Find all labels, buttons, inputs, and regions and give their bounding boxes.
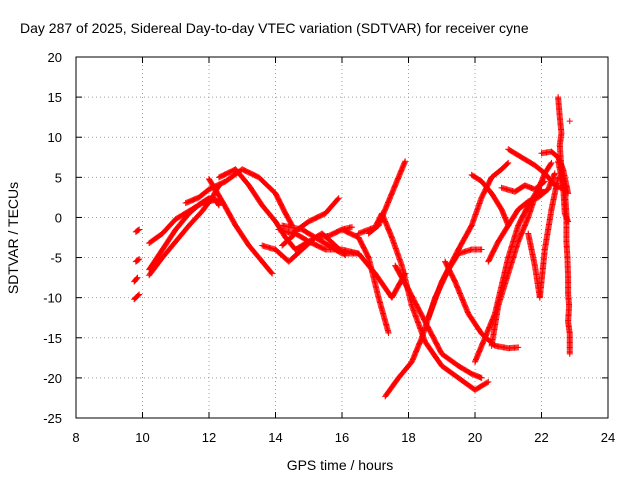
data-point (348, 224, 355, 231)
data-point (133, 275, 140, 282)
x-tick-label: 18 (401, 430, 415, 445)
data-point (385, 329, 392, 336)
data-point (515, 344, 522, 351)
x-tick-label: 12 (202, 430, 216, 445)
data-point (335, 195, 342, 202)
chart-title: Day 287 of 2025, Sidereal Day-to-day VTE… (20, 20, 529, 36)
data-point (215, 201, 222, 208)
y-tick-label: 0 (55, 210, 62, 225)
y-tick-label: -20 (43, 371, 62, 386)
y-tick-label: 10 (48, 130, 62, 145)
y-tick-label: -15 (43, 331, 62, 346)
data-point (478, 374, 485, 381)
y-tick-label: -5 (50, 251, 62, 266)
x-tick-label: 24 (601, 430, 615, 445)
y-axis-label: SDTVAR / TECUs (5, 182, 21, 294)
data-point (484, 379, 491, 386)
data-point (134, 274, 141, 281)
y-tick-label: -25 (43, 411, 62, 426)
data-point (548, 159, 555, 166)
data-point (135, 292, 142, 299)
data-point (136, 291, 143, 298)
data-point (402, 158, 409, 165)
data-point (547, 160, 554, 167)
data-point (485, 378, 492, 385)
data-point (136, 226, 143, 233)
grid (76, 57, 608, 418)
x-tick-label: 16 (335, 430, 349, 445)
y-tick-label: 5 (55, 170, 62, 185)
data-point (504, 160, 511, 167)
x-tick-labels: 8 10 12 14 16 18 20 22 24 (72, 430, 615, 445)
y-tick-label: -10 (43, 291, 62, 306)
x-tick-label: 20 (468, 430, 482, 445)
data-point (268, 269, 275, 276)
x-axis-label: GPS time / hours (287, 457, 394, 473)
data-points (131, 94, 573, 400)
data-point (135, 227, 142, 234)
data-point (136, 256, 143, 263)
x-tick-label: 8 (72, 430, 79, 445)
x-tick-label: 22 (534, 430, 548, 445)
data-point (135, 256, 142, 263)
data-point (269, 270, 276, 277)
data-point (478, 246, 485, 253)
y-tick-label: 15 (48, 90, 62, 105)
data-point (566, 118, 573, 125)
x-tick-label: 14 (268, 430, 282, 445)
data-point (334, 196, 341, 203)
y-tick-label: 20 (48, 50, 62, 65)
y-tick-labels: -25 -20 -15 -10 -5 0 5 10 15 20 (43, 50, 62, 426)
data-point (505, 159, 512, 166)
x-tick-label: 10 (135, 430, 149, 445)
